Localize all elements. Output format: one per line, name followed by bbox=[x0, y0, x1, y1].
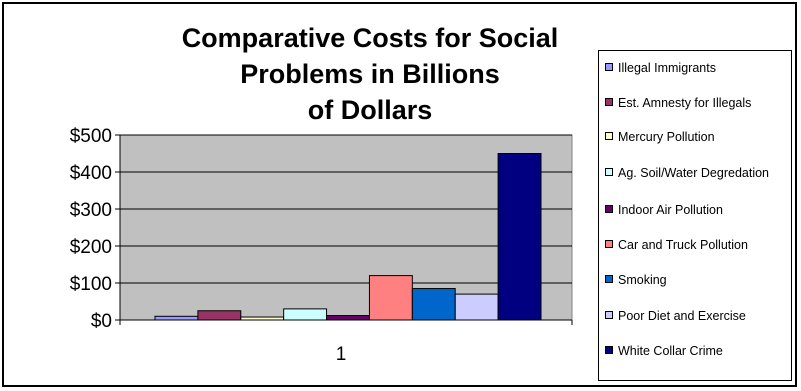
x-category-label: 1 bbox=[336, 344, 347, 365]
bar-7 bbox=[411, 288, 456, 321]
legend-item: Illegal Immigrants bbox=[605, 60, 790, 76]
legend-label: Ag. Soil/Water Degredation bbox=[618, 166, 770, 180]
y-tick-label: $300 bbox=[70, 200, 112, 221]
y-tick-label: $400 bbox=[70, 163, 112, 184]
y-tick-label: $500 bbox=[70, 126, 112, 147]
plot-area bbox=[119, 134, 573, 321]
legend-label: White Collar Crime bbox=[618, 344, 723, 358]
legend-label: Mercury Pollution bbox=[618, 130, 715, 144]
y-tick-label: $100 bbox=[70, 274, 112, 295]
legend-item: Poor Diet and Exercise bbox=[605, 308, 790, 324]
legend-swatch bbox=[605, 168, 613, 176]
legend-label: Indoor Air Pollution bbox=[618, 203, 723, 217]
chart-title-line-2: Problems in Billions bbox=[240, 59, 500, 89]
legend-item: Car and Truck Pollution bbox=[605, 237, 790, 253]
chart-title-line-3: of Dollars bbox=[307, 95, 433, 125]
legend-swatch bbox=[605, 63, 613, 71]
chart-title-line-1: Comparative Costs for Social bbox=[181, 23, 559, 53]
legend-swatch bbox=[605, 205, 613, 213]
bar-2 bbox=[197, 310, 242, 321]
bar-4 bbox=[283, 308, 328, 321]
bar-5 bbox=[326, 315, 370, 321]
legend-label: Est. Amnesty for Illegals bbox=[618, 96, 752, 110]
y-tick-label: $0 bbox=[91, 311, 112, 332]
legend-swatch bbox=[605, 240, 613, 248]
bar-3 bbox=[240, 316, 285, 321]
bar-6 bbox=[368, 275, 413, 321]
chart-legend: Illegal Immigrants Est. Amnesty for Illeg… bbox=[598, 50, 792, 381]
legend-swatch bbox=[605, 275, 613, 283]
legend-item: Est. Amnesty for Illegals bbox=[605, 95, 790, 111]
bar-1 bbox=[154, 315, 199, 321]
legend-item: Indoor Air Pollution bbox=[605, 202, 790, 218]
legend-swatch bbox=[605, 98, 613, 106]
legend-item: White Collar Crime bbox=[605, 343, 790, 359]
legend-label: Car and Truck Pollution bbox=[618, 238, 748, 252]
legend-item: Mercury Pollution bbox=[605, 129, 790, 145]
bar-9 bbox=[497, 153, 542, 321]
legend-item: Ag. Soil/Water Degredation bbox=[605, 165, 790, 181]
bar-8 bbox=[454, 293, 499, 321]
y-tick-label: $200 bbox=[70, 237, 112, 258]
legend-swatch bbox=[605, 311, 613, 319]
legend-swatch bbox=[605, 346, 613, 354]
chart-title: Comparative Costs for Social Problems in… bbox=[120, 20, 620, 128]
legend-label: Illegal Immigrants bbox=[618, 61, 716, 75]
legend-label: Poor Diet and Exercise bbox=[618, 309, 746, 323]
legend-item: Smoking bbox=[605, 272, 790, 288]
legend-swatch bbox=[605, 132, 613, 140]
legend-label: Smoking bbox=[618, 273, 667, 287]
